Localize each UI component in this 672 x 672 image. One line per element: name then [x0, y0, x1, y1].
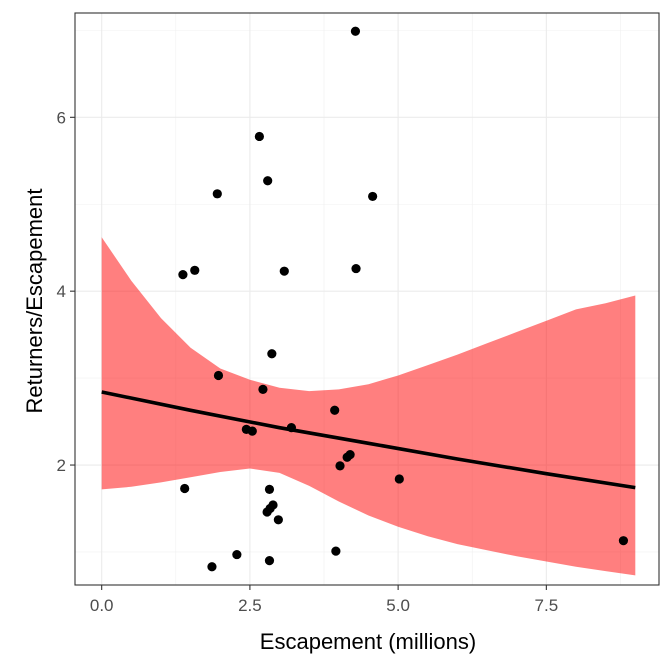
x-axis-title: Escapement (millions): [260, 629, 476, 654]
y-tick-label: 4: [57, 282, 66, 301]
data-point: [247, 426, 257, 436]
data-point: [254, 131, 264, 142]
data-point: [213, 370, 224, 381]
data-point: [190, 265, 200, 275]
trend-line-layer: [101, 390, 636, 490]
data-point: [212, 189, 222, 199]
x-tick-label: 5.0: [386, 596, 410, 615]
data-point: [207, 562, 217, 572]
data-point: [263, 176, 273, 186]
data-point: [267, 349, 277, 359]
data-point: [330, 405, 340, 415]
x-tick-label: 2.5: [238, 596, 262, 615]
x-tick-label: 7.5: [535, 596, 559, 615]
data-point: [335, 461, 345, 471]
data-point: [279, 266, 289, 276]
x-tick-label: 0.0: [90, 596, 114, 615]
data-point: [342, 452, 352, 462]
data-point: [394, 474, 404, 484]
data-point: [232, 549, 242, 560]
y-axis-title: Returners/Escapement: [22, 189, 47, 414]
data-points-layer: [178, 26, 629, 572]
y-tick-label: 2: [57, 456, 66, 475]
panel-border: [74, 12, 660, 586]
data-point: [258, 384, 268, 395]
data-point: [178, 270, 188, 280]
data-point: [264, 556, 275, 566]
data-point: [618, 536, 629, 546]
data-point: [368, 191, 378, 202]
confidence-band-layer: [101, 237, 636, 576]
data-point: [351, 263, 361, 274]
data-point: [262, 507, 272, 517]
confidence-band: [101, 237, 636, 576]
data-point: [180, 483, 190, 494]
trend-line: [101, 390, 636, 490]
data-point: [264, 484, 275, 494]
y-tick-label: 6: [57, 108, 66, 127]
data-point: [273, 515, 283, 525]
data-point: [350, 26, 361, 36]
grid-minor: [75, 13, 659, 585]
axes-layer: 0.0 2.5 5.0 7.5 2 4 6: [57, 108, 559, 615]
data-point: [331, 546, 341, 556]
